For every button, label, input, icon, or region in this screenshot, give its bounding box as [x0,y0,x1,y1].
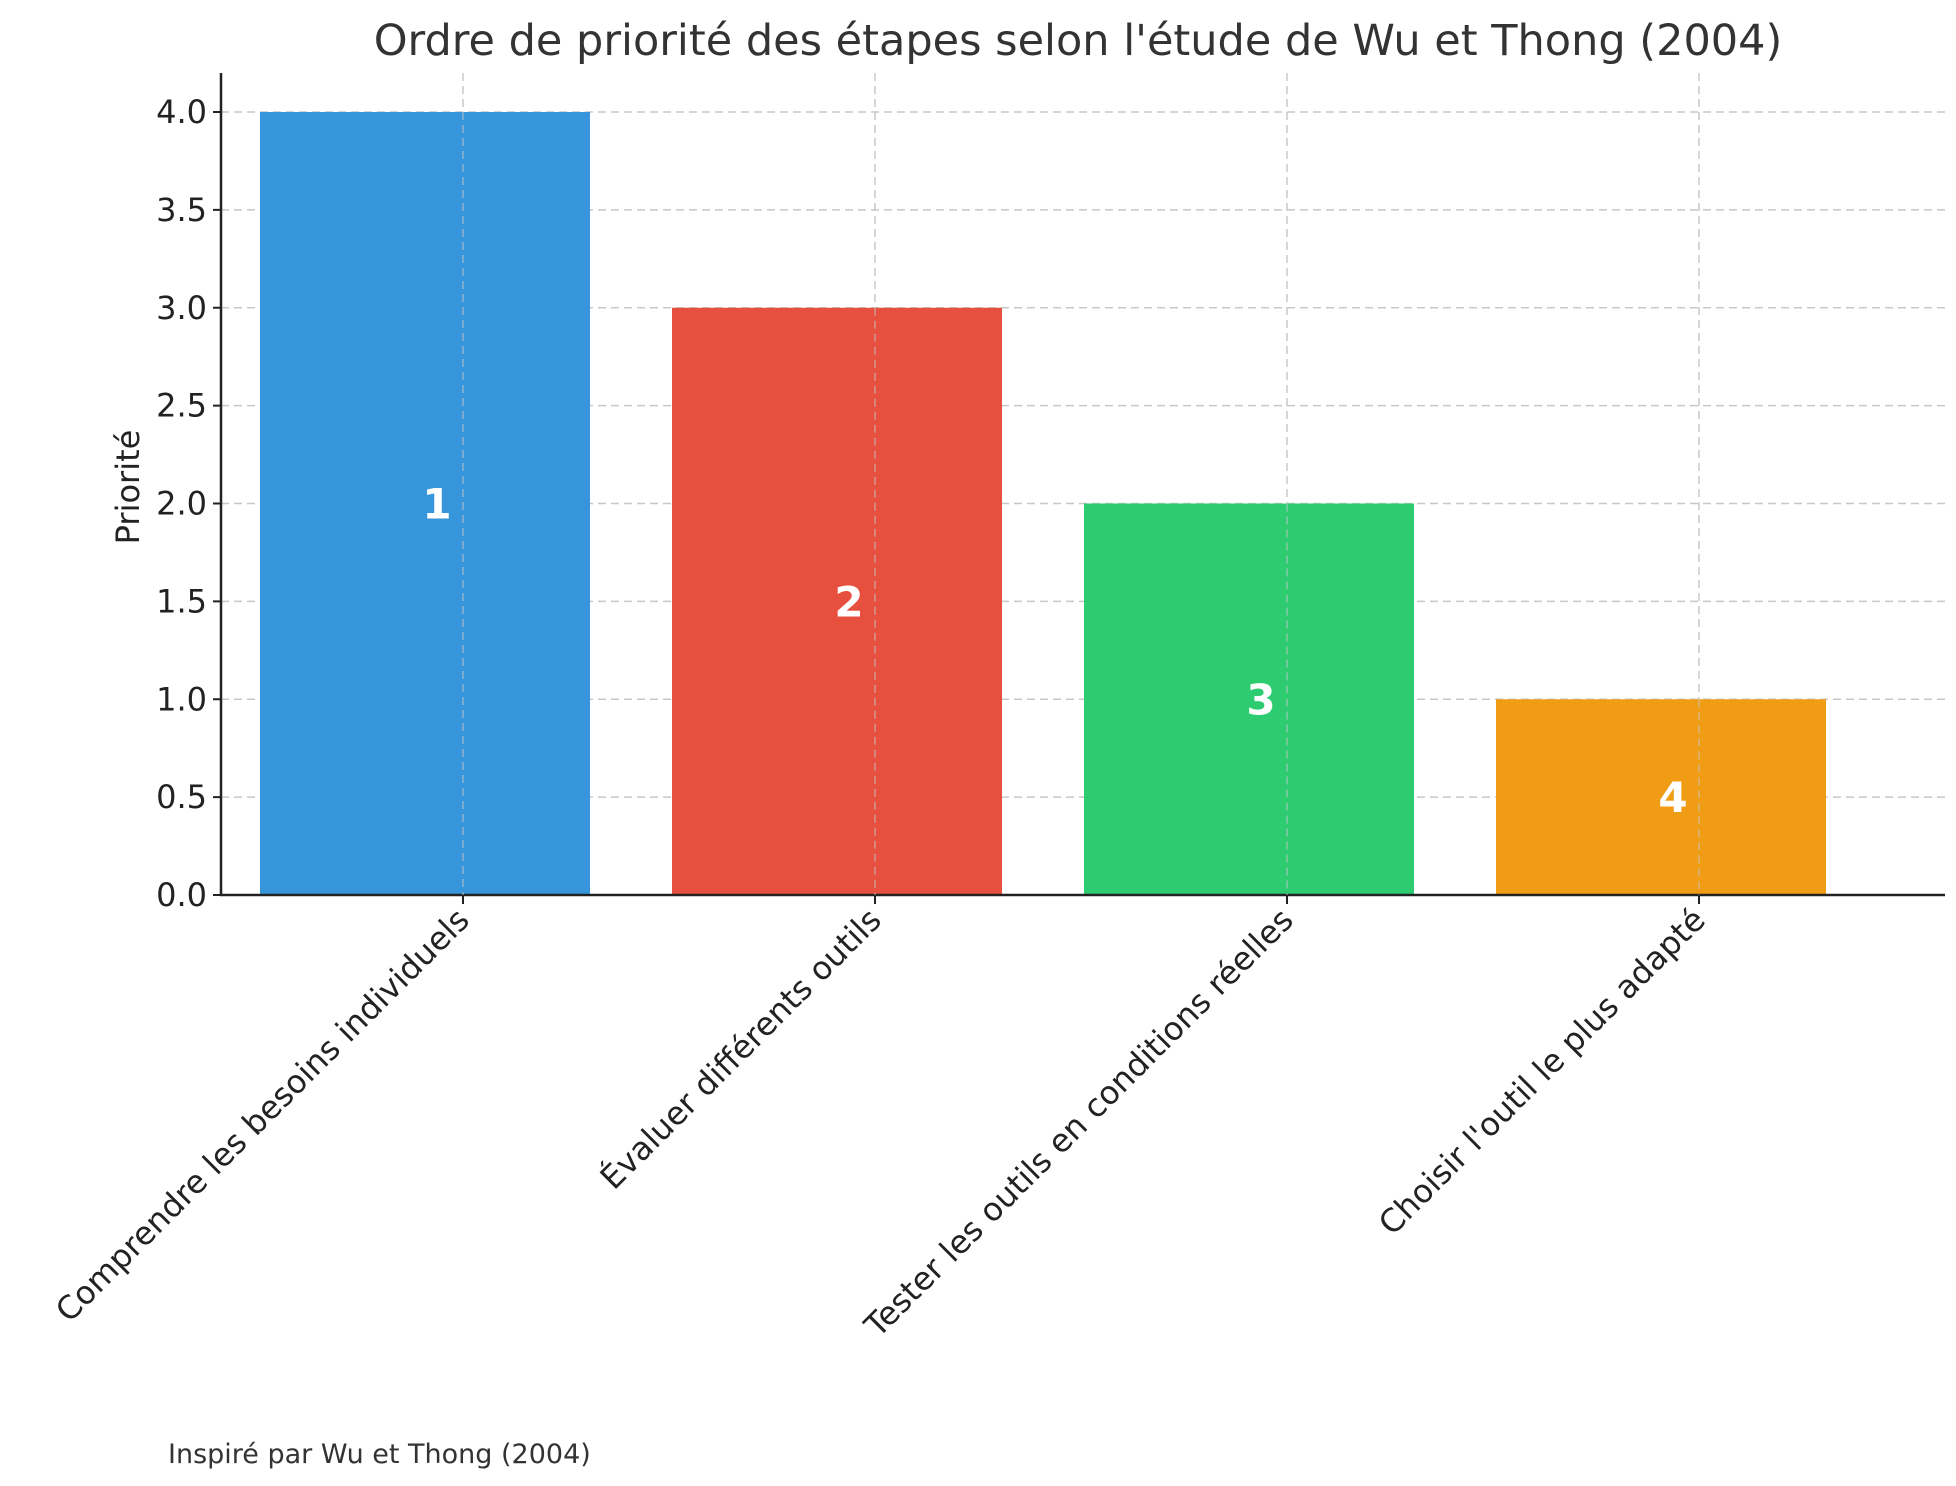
bar [260,112,590,895]
bar-value-label: 4 [1658,773,1687,822]
bar-label-layer: 1 2 3 4 [422,112,1700,895]
y-tick-label: 1.5 [156,582,207,620]
y-tick-label: 1.0 [156,680,207,718]
bar-value-label: 2 [834,577,863,626]
bar-value-label: 1 [422,480,451,529]
y-tick-label: 3.5 [156,191,207,229]
y-tick-label: 4.0 [156,93,207,131]
y-tick-label: 0.0 [156,876,207,914]
footnote: Inspiré par Wu et Thong (2004) [168,1439,591,1470]
bar [1496,699,1826,895]
bars-layer [260,112,1826,895]
y-axis-label: Priorité [109,430,147,545]
y-tick-label: 2.5 [156,387,207,425]
bar [672,307,1002,895]
x-tick-label: Comprendre les besoins individuels [48,901,477,1330]
y-tick-layer: 0.0 0.5 1.0 1.5 2.0 2.5 3.0 3.5 4.0 [156,93,221,914]
x-tick-label: Tester les outils en conditions réelles [856,901,1300,1345]
x-tick-layer: Comprendre les besoins individuels Évalue… [48,895,1713,1345]
bar-value-label: 3 [1246,675,1275,724]
bar [1084,503,1414,895]
x-tick-label: Évaluer différents outils [593,901,889,1197]
y-tick-label: 0.5 [156,778,207,816]
chart-title: Ordre de priorité des étapes selon l'étu… [374,16,1783,66]
y-tick-label: 3.0 [156,289,207,327]
x-tick-label: Choisir l'outil le plus adapté [1371,901,1713,1243]
y-tick-label: 2.0 [156,485,207,523]
